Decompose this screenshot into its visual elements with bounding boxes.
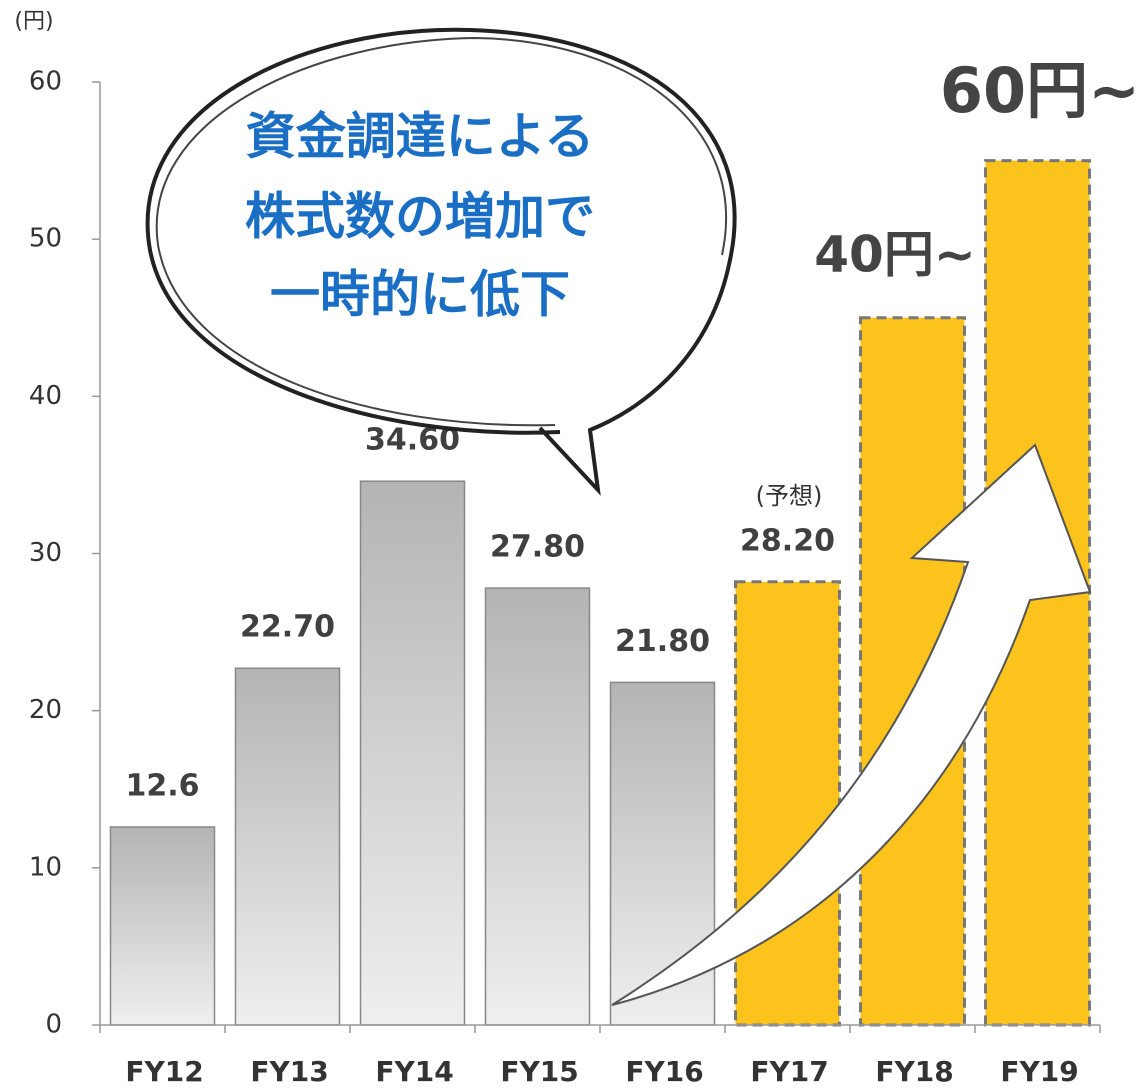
value-label: 21.80 (615, 624, 710, 659)
annotation: 60円~ (940, 54, 1140, 127)
annotation: (予想) (756, 482, 823, 510)
bubble-sketch (155, 36, 728, 427)
y-tick-label: 10 (29, 852, 62, 882)
y-unit: (円) (14, 9, 53, 34)
annotation: 40円~ (814, 226, 975, 284)
annotation: 株式数の増加で (245, 188, 595, 246)
annotation: 資金調達による (246, 108, 595, 166)
x-tick-label: FY19 (1000, 1055, 1078, 1088)
y-tick-label: 20 (29, 695, 62, 725)
value-label: 22.70 (240, 610, 335, 645)
value-label: 27.80 (490, 530, 585, 565)
x-tick-label: FY18 (875, 1055, 953, 1088)
y-tick-label: 50 (29, 224, 62, 254)
value-label: 28.20 (740, 523, 835, 558)
bubble-outline (145, 27, 737, 496)
bar (359, 480, 466, 1026)
annotation: 一時的に低下 (270, 266, 570, 324)
x-tick-label: FY17 (750, 1055, 828, 1088)
y-tick-label: 30 (29, 538, 62, 568)
bar (484, 587, 591, 1026)
value-label: 12.6 (125, 768, 199, 803)
growth-arrow (611, 443, 1092, 1006)
y-tick-label: 40 (29, 381, 62, 411)
y-tick-label: 60 (29, 67, 62, 97)
bar (109, 826, 216, 1026)
bar (234, 667, 341, 1026)
bar (734, 580, 841, 1027)
x-tick-label: FY13 (250, 1055, 328, 1088)
speech-bubble (145, 27, 737, 496)
x-tick-label: FY12 (125, 1055, 203, 1088)
x-tick-label: FY16 (625, 1055, 703, 1088)
x-tick-label: FY15 (500, 1055, 578, 1088)
y-tick-label: 0 (45, 1010, 62, 1040)
x-tick-label: FY14 (375, 1055, 453, 1088)
